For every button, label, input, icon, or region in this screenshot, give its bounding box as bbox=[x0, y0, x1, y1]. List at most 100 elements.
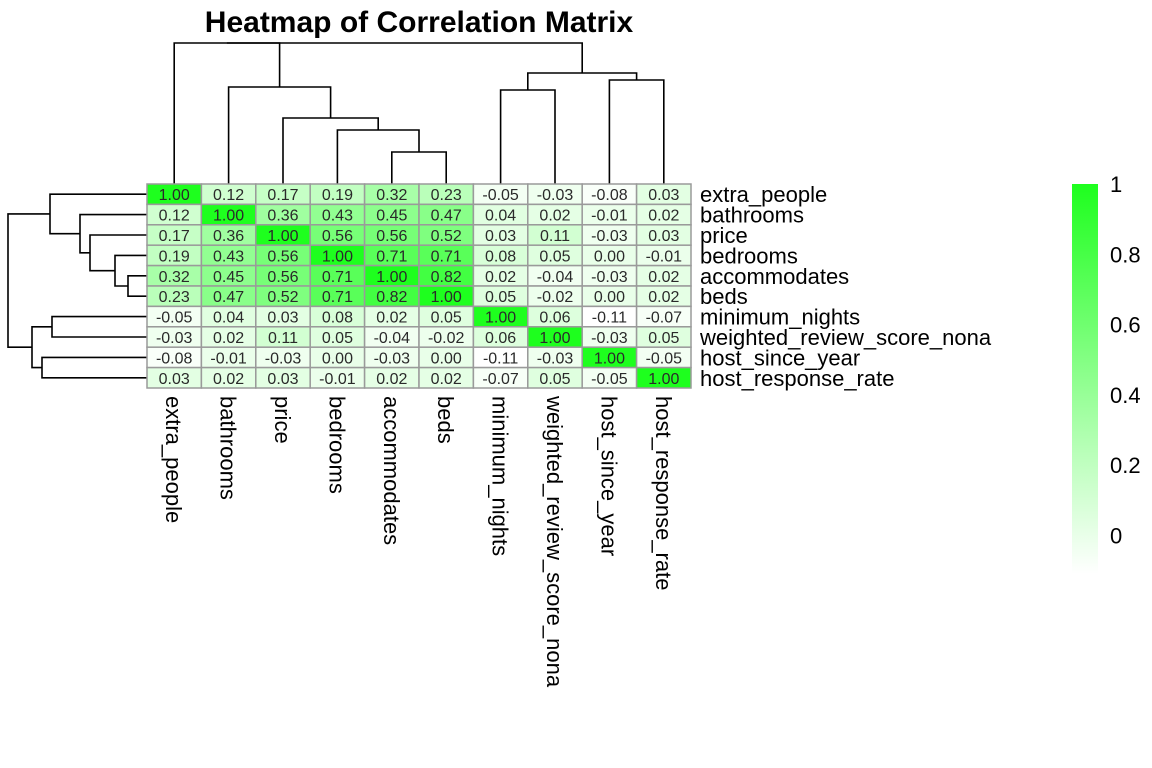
dendrogram-link bbox=[527, 72, 638, 90]
cell-value-label: 0.56 bbox=[376, 228, 407, 245]
cell-value-label: -0.07 bbox=[646, 310, 683, 327]
cell-value-label: 0.43 bbox=[213, 248, 244, 265]
cell-value-label: 0.05 bbox=[539, 248, 570, 265]
dendrogram-link bbox=[89, 234, 147, 272]
cell-value-label: 0.03 bbox=[267, 310, 298, 327]
column-label: weighted_review_score_nona bbox=[542, 395, 567, 688]
cell-value-label: -0.03 bbox=[537, 187, 574, 204]
row-label: beds bbox=[700, 284, 748, 309]
cell-value-label: -0.05 bbox=[591, 371, 628, 388]
row-label: extra_people bbox=[700, 182, 827, 207]
cell-value-label: 0.08 bbox=[322, 310, 353, 327]
cell-value-label: 0.19 bbox=[159, 248, 190, 265]
dendrogram-link bbox=[282, 117, 379, 184]
cell-value-label: 0.71 bbox=[322, 289, 353, 306]
cell-value-label: 0.03 bbox=[485, 228, 516, 245]
cell-value-label: 0.05 bbox=[539, 371, 570, 388]
cell-value-label: -0.02 bbox=[537, 289, 574, 306]
cell-value-label: 0.06 bbox=[539, 310, 570, 327]
cell-value-label: 0.52 bbox=[267, 289, 298, 306]
cell-value-label: -0.01 bbox=[210, 350, 247, 367]
column-label: accommodates bbox=[379, 396, 404, 545]
row-label: accommodates bbox=[700, 264, 849, 289]
cell-value-label: 1.00 bbox=[431, 289, 462, 306]
cell-value-label: 0.36 bbox=[267, 208, 298, 225]
cell-value-label: 0.12 bbox=[159, 208, 190, 225]
cell-value-label: 0.02 bbox=[648, 269, 679, 286]
cell-value-label: 0.02 bbox=[431, 371, 462, 388]
cell-value-label: 0.05 bbox=[322, 330, 353, 347]
cell-value-label: 0.02 bbox=[539, 208, 570, 225]
dendrogram-link bbox=[114, 254, 147, 287]
cell-value-label: 0.11 bbox=[268, 330, 298, 347]
cell-value-label: 0.00 bbox=[431, 350, 462, 367]
cell-value-label: 0.56 bbox=[322, 228, 353, 245]
heatmap-cell bbox=[635, 366, 692, 389]
cell-value-label: 0.12 bbox=[213, 187, 244, 204]
legend-tick-label: 0.4 bbox=[1110, 383, 1141, 408]
cell-value-label: 0.05 bbox=[431, 310, 462, 327]
row-label: bathrooms bbox=[700, 203, 804, 228]
column-label: bedrooms bbox=[324, 396, 349, 494]
cell-value-label: 0.43 bbox=[322, 208, 353, 225]
cell-value-label: 1.00 bbox=[322, 248, 353, 265]
dendrogram-link bbox=[336, 129, 420, 184]
cell-value-label: -0.05 bbox=[482, 187, 519, 204]
cell-value-label: 1.00 bbox=[213, 208, 244, 225]
column-label: host_since_year bbox=[596, 396, 621, 556]
cell-value-label: -0.05 bbox=[156, 310, 193, 327]
dendrogram-link bbox=[51, 315, 147, 338]
column-dendrogram bbox=[173, 42, 665, 184]
cell-value-label: 0.82 bbox=[376, 289, 407, 306]
cell-value-label: 0.71 bbox=[376, 248, 407, 265]
column-label: bathrooms bbox=[216, 396, 241, 500]
cell-value-label: -0.04 bbox=[537, 269, 574, 286]
cell-value-label: 0.17 bbox=[159, 228, 190, 245]
cell-value-label: 0.03 bbox=[267, 371, 298, 388]
dendrogram-link bbox=[7, 213, 50, 348]
cell-value-label: 0.71 bbox=[322, 269, 353, 286]
cell-value-label: 0.00 bbox=[594, 248, 625, 265]
legend-tick-label: 1 bbox=[1110, 172, 1122, 197]
row-labels: extra_peoplebathroomspricebedroomsaccomm… bbox=[699, 182, 992, 391]
cell-value-label: 1.00 bbox=[376, 269, 407, 286]
column-labels: extra_people bathrooms price bedrooms accomm… bbox=[161, 395, 676, 688]
cell-value-label: 1.00 bbox=[594, 350, 625, 367]
cell-value-label: 0.02 bbox=[213, 371, 244, 388]
cell-value-label: 0.02 bbox=[376, 371, 407, 388]
dendrogram-link bbox=[608, 79, 665, 184]
cell-value-label: -0.11 bbox=[592, 310, 627, 327]
cell-value-label: 1.00 bbox=[267, 228, 298, 245]
cell-value-label: 0.02 bbox=[485, 269, 516, 286]
row-label: bedrooms bbox=[700, 243, 798, 268]
dendrogram-link bbox=[41, 356, 147, 379]
cell-value-label: 0.17 bbox=[267, 187, 298, 204]
cell-value-label: 0.02 bbox=[213, 330, 244, 347]
cell-value-label: 0.06 bbox=[485, 330, 516, 347]
cell-value-label: -0.03 bbox=[265, 350, 302, 367]
column-label: minimum_nights bbox=[488, 396, 513, 556]
cell-value-label: 0.03 bbox=[159, 371, 190, 388]
cell-value-label: 0.56 bbox=[267, 248, 298, 265]
cell-value-label: 0.02 bbox=[376, 310, 407, 327]
row-label: minimum_nights bbox=[700, 305, 860, 330]
cell-value-label: -0.01 bbox=[319, 371, 356, 388]
cell-value-label: 0.03 bbox=[648, 187, 679, 204]
dendrogram-link bbox=[173, 42, 281, 184]
legend-colorbar bbox=[1072, 184, 1098, 574]
cell-value-label: -0.08 bbox=[591, 187, 628, 204]
cell-value-label: 0.11 bbox=[540, 228, 570, 245]
color-legend: 0 0.2 0.4 0.6 0.8 1 bbox=[1072, 172, 1141, 574]
cell-value-label: 0.32 bbox=[376, 187, 407, 204]
cell-value-label: -0.03 bbox=[591, 269, 628, 286]
cell-value-label: 0.82 bbox=[431, 269, 462, 286]
cell-value-label: 0.36 bbox=[213, 228, 244, 245]
dendrogram-link bbox=[391, 151, 447, 184]
cell-value-label: 0.45 bbox=[213, 269, 244, 286]
cell-value-label: -0.02 bbox=[428, 330, 465, 347]
legend-tick-label: 0.8 bbox=[1110, 242, 1141, 267]
cell-value-label: 0.52 bbox=[431, 228, 462, 245]
heatmap-cells: 1.00 0.12 0.17 0.19 0.32 0.23 -0.05 -0.03 -0.08 0… bbox=[146, 183, 692, 389]
cell-value-label: 0.23 bbox=[431, 187, 462, 204]
